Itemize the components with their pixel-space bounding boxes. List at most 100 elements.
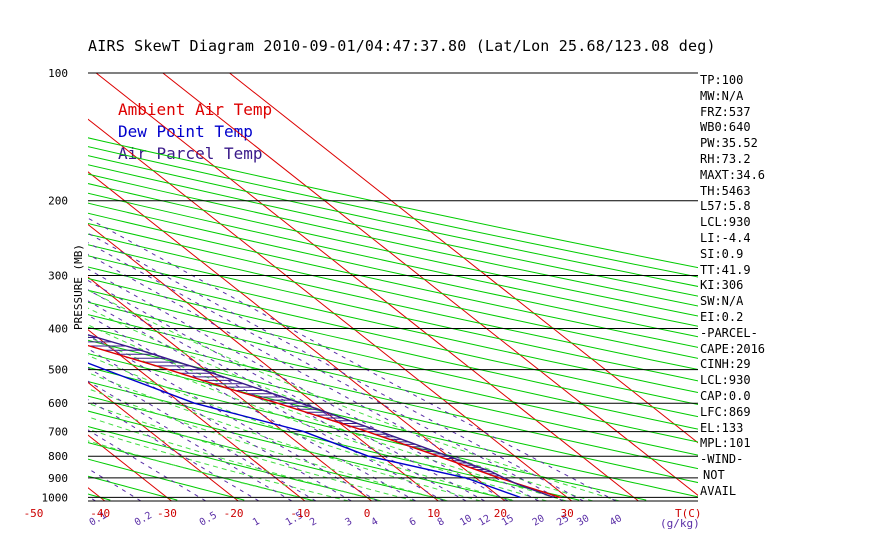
dry-adiabat-line — [88, 301, 698, 443]
pressure-tick-label: 200 — [48, 195, 68, 208]
dry-adiabat-line — [88, 255, 698, 394]
dry-adiabat-line — [88, 426, 379, 501]
legend-ambient-air-temp: Ambient Air Temp — [118, 100, 273, 119]
isotherm-line — [88, 329, 306, 501]
y-axis-label: PRESSURE (MB) — [72, 244, 85, 330]
index-item: -WIND- — [700, 452, 744, 467]
index-item: LFC:869 — [700, 404, 751, 419]
bottom-temp-tick-label: -10 — [290, 507, 310, 520]
legend-dew-point-temp: Dew Point Temp — [118, 122, 253, 141]
index-item: WB0:640 — [700, 120, 751, 135]
mixing-ratio-tick-label: 30 — [575, 513, 591, 529]
bottom-temp-tick-label: 10 — [427, 507, 440, 520]
mixing-ratio-tick-label: 10 — [458, 513, 474, 529]
index-item: EL:133 — [700, 420, 744, 435]
dry-adiabat-line — [88, 326, 698, 470]
index-item: FRZ:537 — [700, 104, 751, 119]
mixing-ratio-line — [88, 279, 485, 501]
dry-adiabat-line — [88, 212, 698, 348]
dry-adiabat-line — [88, 410, 446, 501]
index-item: CINH:29 — [700, 357, 751, 372]
pressure-tick-label: 300 — [48, 269, 68, 282]
index-item: MW:N/A — [700, 88, 744, 103]
mixing-ratio-tick-label: 40 — [608, 513, 624, 529]
index-item: LCL:930 — [700, 215, 751, 230]
isotherm-line — [229, 73, 698, 444]
index-item: CAPE:2016 — [700, 341, 766, 356]
isotherm-line — [162, 73, 698, 497]
mixing-ratio-line — [88, 300, 444, 501]
index-item: CAP:0.0 — [700, 389, 751, 403]
mixing-ratio-line — [88, 289, 467, 501]
mixing-ratio-tick-label: 3 — [343, 516, 354, 529]
index-item: SI:0.9 — [700, 246, 744, 261]
pressure-tick-label: 1000 — [42, 491, 69, 504]
index-item: TT:41.9 — [700, 262, 751, 277]
sounding-profiles — [88, 334, 561, 499]
dry-adiabat-line — [88, 192, 698, 327]
mixing-ratio-tick-label: 8 — [436, 516, 447, 529]
mixing-ratio-tick-label: 12 — [477, 513, 493, 529]
mixing-ratio-line — [88, 348, 352, 501]
index-item: KI:306 — [700, 278, 744, 293]
moist-adiabat-line — [88, 324, 567, 501]
index-item: TP:100 — [700, 73, 744, 87]
index-item: MPL:101 — [700, 436, 751, 451]
dry-adiabat-line — [88, 223, 698, 359]
isotherm-line — [88, 434, 172, 501]
bottom-temp-tick-label: 30 — [560, 507, 573, 520]
bottom-temp-tick-label: -50 — [24, 507, 44, 520]
dry-adiabat-line — [88, 155, 698, 287]
mixing-ratio-line — [88, 334, 378, 501]
bottom-temp-tick-label: 20 — [494, 507, 507, 520]
dry-adiabat-line — [88, 266, 698, 406]
mixing-ratio-line — [88, 268, 509, 501]
index-item: EI:0.2 — [700, 310, 744, 324]
moist-adiabat-line — [88, 402, 415, 501]
dry-adiabat-line — [88, 183, 698, 317]
mixing-ratio-tick-label: 25 — [555, 513, 571, 529]
bottom-temp-tick-label: -40 — [90, 507, 110, 520]
index-item: AVAIL — [700, 483, 737, 498]
dry-adiabat-line — [88, 339, 698, 484]
isotherm-line — [88, 171, 506, 501]
moist-adiabat-line — [88, 388, 448, 501]
pressure-tick-label: 700 — [48, 426, 68, 439]
dry-adiabat-line — [88, 173, 698, 307]
mixing-ratio-unit-label: (g/kg) — [660, 517, 700, 530]
pressure-tick-label: 100 — [48, 67, 68, 80]
ambient-air-temp-line — [88, 344, 561, 499]
mixing-ratio-tick-label: 1 — [251, 516, 262, 529]
mixing-ratio-tick-label: 15 — [500, 513, 516, 529]
dry-adiabat-line — [88, 164, 698, 297]
isotherm-line — [95, 73, 639, 501]
x-axis-label: T(C) — [675, 507, 702, 520]
isotherm-line — [88, 381, 239, 501]
air-parcel-temp-line — [88, 334, 555, 499]
index-item: LCL:930 — [700, 373, 751, 388]
isobar-lines — [88, 72, 698, 502]
bottom-temp-tick-label: -30 — [157, 507, 177, 520]
mixing-ratio-line — [88, 232, 584, 501]
mixing-ratio-tick-label: 4 — [370, 516, 381, 529]
mixing-ratio-line — [88, 314, 416, 501]
dry-adiabat-line — [88, 458, 245, 501]
mixing-ratio-tick-label: 0.5 — [198, 510, 219, 529]
dry-adiabat-line — [88, 137, 698, 269]
axis-labels: 0.1 0.2 0.5 1 1.5 2 3 4 6 8 10 12 15 20 25 30 40 (g/kg)10… — [24, 67, 702, 530]
mixing-ratio-tick-label: 2 — [308, 516, 319, 529]
dry-adiabat-line — [88, 277, 698, 418]
mixing-ratio-tick-label: 6 — [408, 516, 419, 529]
pressure-tick-label: 400 — [48, 322, 68, 335]
pressure-tick-label: 900 — [48, 472, 68, 485]
chart-title: AIRS SkewT Diagram 2010-09-01/04:47:37.8… — [88, 37, 716, 55]
isotherm-line — [88, 118, 573, 501]
dew-point-temp-line — [88, 362, 521, 499]
moist-adiabat-line — [88, 416, 382, 501]
index-item: NOT — [703, 468, 725, 482]
dry-adiabat-line — [88, 289, 698, 430]
background-grid — [88, 73, 698, 501]
pressure-tick-label: 800 — [48, 450, 68, 463]
index-item: MAXT:34.6 — [700, 167, 766, 182]
